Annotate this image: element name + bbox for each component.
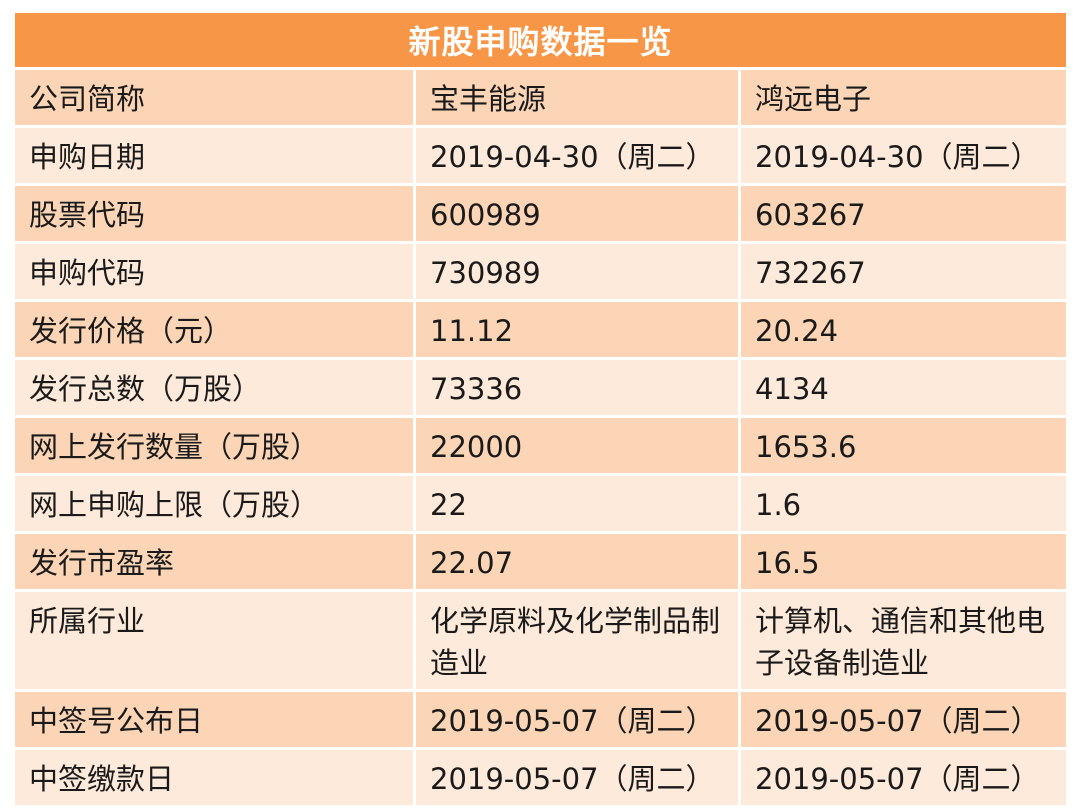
table-row: 发行总数（万股） 73336 4134: [15, 360, 1067, 418]
ipo-data-table: 新股申购数据一览 公司简称 宝丰能源 鸿远电子 申购日期 2019-04-30（周二） 2…: [15, 13, 1067, 808]
table-title: 新股申购数据一览: [15, 13, 1067, 70]
cell-hongyuan: 732267: [741, 244, 1067, 302]
table-row: 中签缴款日 2019-05-07（周二） 2019-05-07（周二）: [15, 750, 1067, 808]
row-label: 中签缴款日: [15, 750, 416, 808]
cell-baofeng: 化学原料及化学制品制造业: [416, 592, 741, 692]
cell-baofeng: 11.12: [416, 302, 741, 360]
table-row: 发行价格（元） 11.12 20.24: [15, 302, 1067, 360]
table-title-row: 新股申购数据一览: [15, 13, 1067, 70]
cell-hongyuan: 鸿远电子: [741, 70, 1067, 128]
cell-hongyuan: 1653.6: [741, 418, 1067, 476]
row-label: 中签号公布日: [15, 692, 416, 750]
row-label: 发行价格（元）: [15, 302, 416, 360]
cell-baofeng: 73336: [416, 360, 741, 418]
row-label: 申购日期: [15, 128, 416, 186]
cell-hongyuan: 20.24: [741, 302, 1067, 360]
cell-baofeng: 2019-05-07（周二）: [416, 692, 741, 750]
cell-baofeng: 22000: [416, 418, 741, 476]
row-label: 发行总数（万股）: [15, 360, 416, 418]
table-row: 申购代码 730989 732267: [15, 244, 1067, 302]
cell-hongyuan: 16.5: [741, 534, 1067, 592]
cell-hongyuan: 2019-05-07（周二）: [741, 750, 1067, 808]
cell-hongyuan: 计算机、通信和其他电子设备制造业: [741, 592, 1067, 692]
table-row: 网上申购上限（万股） 22 1.6: [15, 476, 1067, 534]
row-label: 网上发行数量（万股）: [15, 418, 416, 476]
cell-hongyuan: 2019-05-07（周二）: [741, 692, 1067, 750]
cell-baofeng: 730989: [416, 244, 741, 302]
cell-hongyuan: 4134: [741, 360, 1067, 418]
cell-baofeng: 宝丰能源: [416, 70, 741, 128]
ipo-table-container: 新股申购数据一览 公司简称 宝丰能源 鸿远电子 申购日期 2019-04-30（周二） 2…: [15, 13, 1067, 808]
cell-baofeng: 2019-05-07（周二）: [416, 750, 741, 808]
cell-baofeng: 2019-04-30（周二）: [416, 128, 741, 186]
cell-hongyuan: 603267: [741, 186, 1067, 244]
table-row: 所属行业 化学原料及化学制品制造业 计算机、通信和其他电子设备制造业: [15, 592, 1067, 692]
row-label: 发行市盈率: [15, 534, 416, 592]
row-label: 申购代码: [15, 244, 416, 302]
table-row: 公司简称 宝丰能源 鸿远电子: [15, 70, 1067, 128]
cell-hongyuan: 2019-04-30（周二）: [741, 128, 1067, 186]
row-label: 公司简称: [15, 70, 416, 128]
table-row: 中签号公布日 2019-05-07（周二） 2019-05-07（周二）: [15, 692, 1067, 750]
row-label: 所属行业: [15, 592, 416, 692]
table-row: 股票代码 600989 603267: [15, 186, 1067, 244]
row-label: 网上申购上限（万股）: [15, 476, 416, 534]
table-row: 申购日期 2019-04-30（周二） 2019-04-30（周二）: [15, 128, 1067, 186]
row-label: 股票代码: [15, 186, 416, 244]
table-row: 网上发行数量（万股） 22000 1653.6: [15, 418, 1067, 476]
table-row: 发行市盈率 22.07 16.5: [15, 534, 1067, 592]
table-body: 公司简称 宝丰能源 鸿远电子 申购日期 2019-04-30（周二） 2019-04-30…: [15, 70, 1067, 808]
cell-baofeng: 22.07: [416, 534, 741, 592]
cell-baofeng: 600989: [416, 186, 741, 244]
cell-hongyuan: 1.6: [741, 476, 1067, 534]
cell-baofeng: 22: [416, 476, 741, 534]
